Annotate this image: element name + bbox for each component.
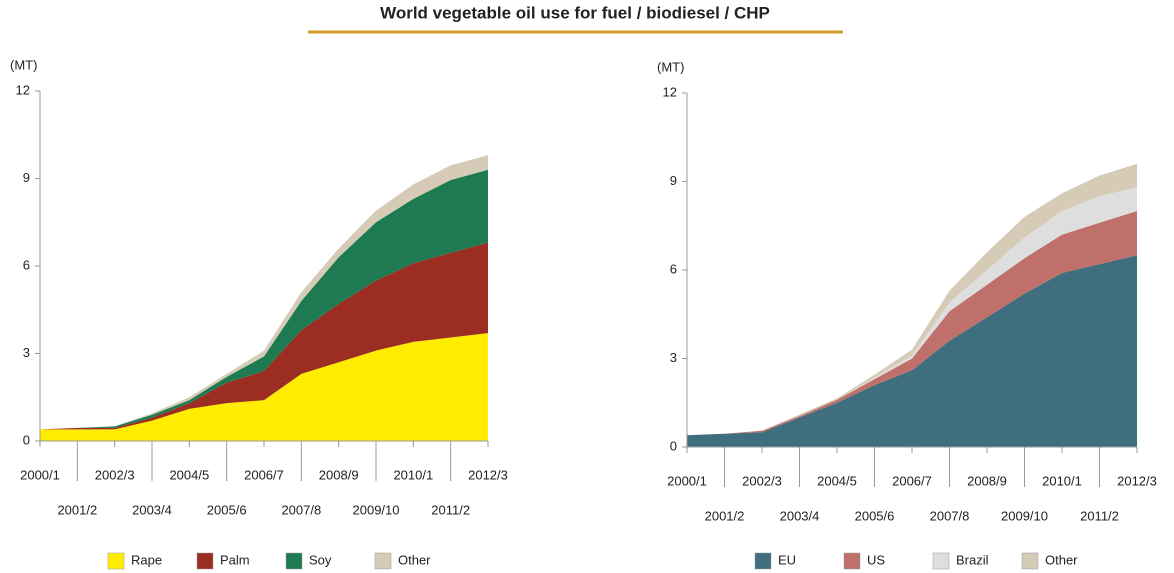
legend-label: Other (398, 552, 431, 567)
x-tick-label: 2009/10 (353, 502, 400, 517)
x-tick-label: 2010/1 (1042, 473, 1082, 488)
y-axis-label: (MT) (657, 59, 684, 74)
x-tick-label: 2012/3 (468, 467, 508, 482)
legend-label: EU (778, 552, 796, 567)
x-tick-label: 2004/5 (169, 467, 209, 482)
legend-label: Other (1045, 552, 1078, 567)
x-tick-label: 2001/2 (705, 508, 745, 523)
x-tick-label: 2011/2 (431, 502, 470, 517)
legend-swatch (374, 552, 392, 570)
x-tick-label: 2000/1 (667, 473, 707, 488)
x-tick-label: 2007/8 (281, 502, 321, 517)
y-tick-label: 9 (670, 173, 677, 188)
legend-label: Palm (220, 552, 250, 567)
y-tick-label: 3 (670, 350, 677, 365)
area (687, 163, 1137, 436)
x-tick-label: 2007/8 (930, 508, 970, 523)
area (687, 255, 1137, 447)
legend-label: Soy (309, 552, 332, 567)
y-tick-label: 12 (663, 84, 677, 99)
area (40, 169, 488, 430)
legend-label: Rape (131, 552, 162, 567)
area (687, 187, 1137, 436)
y-tick-label: 9 (23, 170, 30, 185)
area (687, 211, 1137, 436)
x-tick-label: 2011/2 (1080, 508, 1119, 523)
x-tick-label: 2002/3 (742, 473, 782, 488)
legend-swatch (932, 552, 950, 570)
x-tick-label: 2008/9 (319, 467, 359, 482)
x-tick-label: 2005/6 (207, 502, 247, 517)
y-axis-label: (MT) (10, 57, 37, 72)
legend-swatch (843, 552, 861, 570)
y-tick-label: 0 (23, 432, 30, 447)
x-tick-label: 2002/3 (95, 467, 135, 482)
y-tick-label: 6 (23, 257, 30, 272)
x-tick-label: 2009/10 (1001, 508, 1048, 523)
x-tick-label: 2010/1 (393, 467, 433, 482)
x-tick-label: 2004/5 (817, 473, 857, 488)
legend-swatch (754, 552, 772, 570)
x-tick-label: 2006/7 (892, 473, 932, 488)
y-tick-label: 12 (16, 82, 30, 97)
legend-swatch (285, 552, 303, 570)
legend-swatch (196, 552, 214, 570)
area (40, 242, 488, 430)
y-tick-label: 6 (670, 261, 677, 276)
x-tick-label: 2008/9 (967, 473, 1007, 488)
x-tick-label: 2000/1 (20, 467, 60, 482)
area (40, 333, 488, 441)
x-tick-label: 2003/4 (780, 508, 820, 523)
legend-swatch (1021, 552, 1039, 570)
y-tick-label: 3 (23, 345, 30, 360)
x-tick-label: 2001/2 (57, 502, 97, 517)
legend-label: Brazil (956, 552, 989, 567)
x-tick-label: 2003/4 (132, 502, 172, 517)
page-title: World vegetable oil use for fuel / biodi… (380, 3, 770, 22)
legend-label: US (867, 552, 885, 567)
x-tick-label: 2012/3 (1117, 473, 1157, 488)
legend-swatch (107, 552, 125, 570)
x-tick-label: 2006/7 (244, 467, 284, 482)
y-tick-label: 0 (670, 438, 677, 453)
area (40, 155, 488, 430)
x-tick-label: 2005/6 (855, 508, 895, 523)
